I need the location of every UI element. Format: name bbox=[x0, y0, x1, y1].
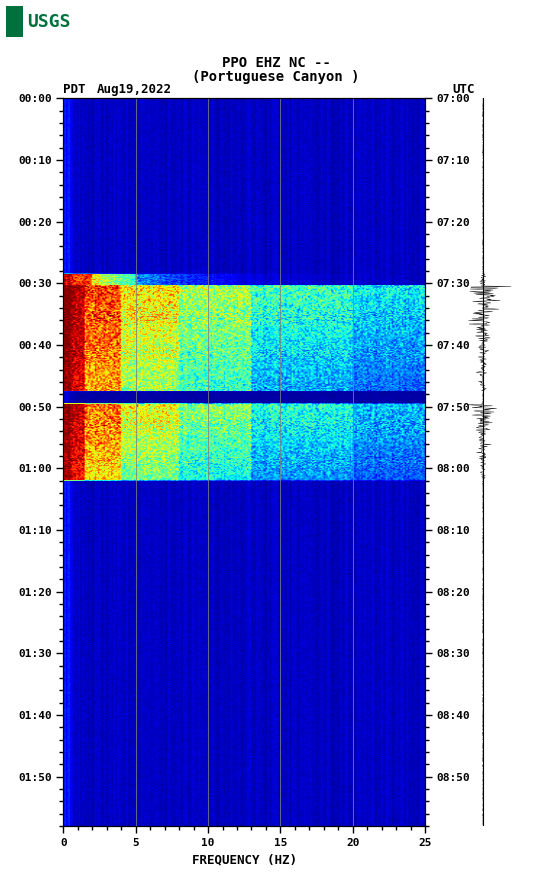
Bar bbox=[6, 6, 23, 37]
Text: (Portuguese Canyon ): (Portuguese Canyon ) bbox=[192, 70, 360, 84]
Text: PDT: PDT bbox=[63, 83, 86, 96]
Text: USGS: USGS bbox=[27, 13, 71, 31]
X-axis label: FREQUENCY (HZ): FREQUENCY (HZ) bbox=[192, 854, 297, 866]
Text: Aug19,2022: Aug19,2022 bbox=[97, 83, 172, 96]
Text: PPO EHZ NC --: PPO EHZ NC -- bbox=[221, 55, 331, 70]
Text: UTC: UTC bbox=[453, 83, 475, 96]
